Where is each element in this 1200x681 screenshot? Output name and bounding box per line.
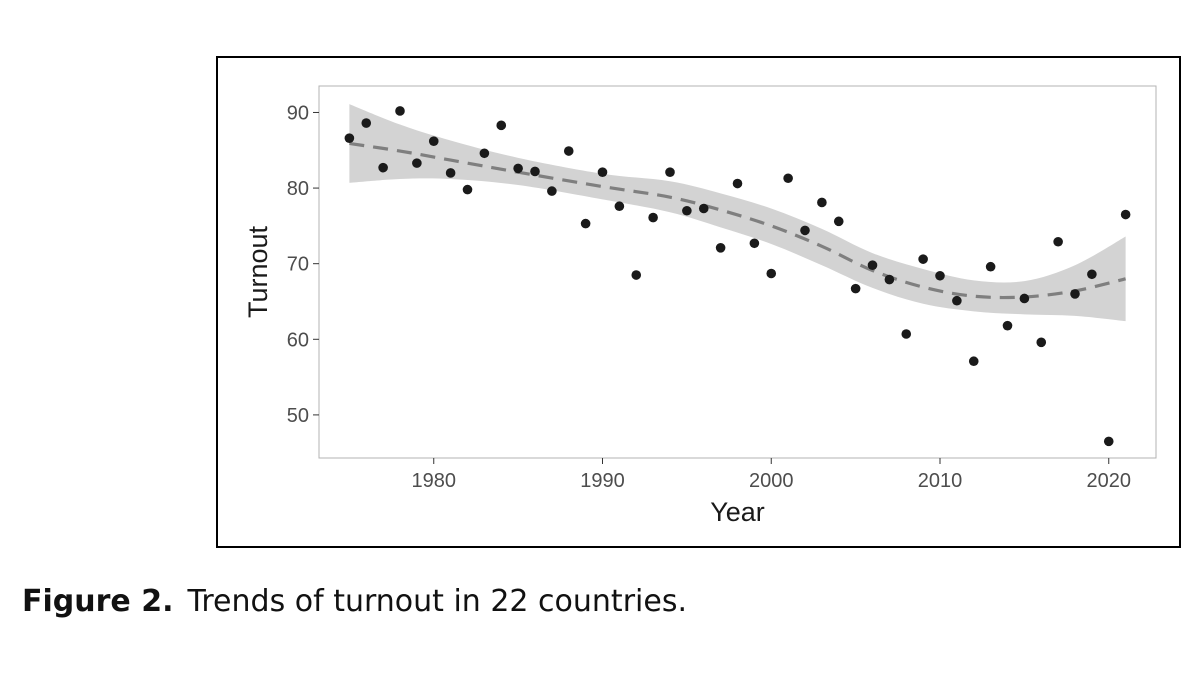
y-tick-label: 90	[287, 102, 309, 124]
data-point	[682, 205, 692, 216]
x-tick-label: 2000	[749, 470, 794, 492]
data-point	[1103, 436, 1114, 447]
data-point	[445, 168, 456, 178]
data-point	[1070, 289, 1080, 299]
data-point	[749, 238, 760, 249]
data-point	[817, 197, 827, 208]
data-point	[1019, 293, 1030, 304]
data-point	[378, 162, 388, 173]
data-point	[850, 283, 861, 294]
data-point	[783, 173, 793, 184]
data-point	[580, 218, 591, 229]
data-point	[631, 270, 642, 280]
data-point	[530, 166, 540, 177]
data-point	[547, 186, 557, 196]
y-axis-title: Turnout	[243, 225, 273, 318]
trend-line	[349, 141, 1127, 300]
data-point	[563, 146, 574, 156]
data-point	[918, 254, 928, 264]
data-point	[1053, 236, 1063, 247]
y-tick-label: 80	[287, 178, 309, 200]
data-point	[428, 136, 439, 146]
data-point	[766, 268, 777, 279]
data-point	[513, 163, 523, 174]
data-point	[867, 260, 878, 270]
data-point	[597, 167, 608, 177]
x-tick-label: 2020	[1087, 470, 1132, 492]
y-axis-ticks: 50 60 70 80 90	[287, 102, 319, 427]
data-point	[935, 270, 945, 281]
data-point	[698, 203, 709, 214]
data-point	[344, 133, 355, 143]
figure-caption: Figure 2. Trends of turnout in 22 countri…	[22, 584, 687, 619]
data-point	[614, 201, 625, 212]
data-point	[395, 106, 405, 116]
data-point	[901, 329, 912, 339]
data-point	[833, 216, 844, 227]
data-point	[1002, 320, 1013, 331]
y-tick-label: 70	[287, 254, 309, 276]
data-point	[884, 274, 895, 285]
confidence-band-layer	[349, 104, 1126, 322]
turnout-chart: 1980 1990 2000 2010 2020 50 60 70 80 90 Year Tur…	[243, 85, 1157, 527]
data-point	[985, 261, 996, 272]
x-tick-label: 1990	[580, 470, 625, 492]
data-point	[1120, 209, 1131, 220]
x-axis-title: Year	[710, 497, 765, 527]
caption-label: Figure 2.	[22, 584, 174, 619]
y-tick-label: 60	[287, 329, 309, 351]
data-point	[361, 118, 372, 128]
data-point	[1036, 337, 1047, 348]
data-point	[648, 212, 658, 223]
data-point	[968, 356, 979, 367]
trend-line-layer	[349, 141, 1127, 300]
data-point	[412, 158, 422, 168]
y-tick-label: 50	[287, 405, 309, 427]
scatter-points-layer	[344, 106, 1131, 447]
data-point	[496, 120, 507, 131]
x-tick-label: 2010	[918, 470, 963, 492]
data-point	[952, 295, 962, 306]
data-point	[1087, 269, 1097, 280]
data-point	[800, 225, 810, 236]
data-point	[732, 178, 743, 189]
confidence-band	[349, 104, 1126, 322]
figure-frame: 1980 1990 2000 2010 2020 50 60 70 80 90 Year Tur…	[216, 56, 1181, 548]
data-point	[462, 184, 473, 195]
x-axis-ticks: 1980 1990 2000 2010 2020	[412, 458, 1132, 492]
data-point	[665, 167, 675, 177]
caption-text: Trends of turnout in 22 countries.	[187, 584, 687, 619]
data-point	[715, 243, 726, 253]
data-point	[479, 148, 490, 159]
x-tick-label: 1980	[412, 470, 457, 492]
